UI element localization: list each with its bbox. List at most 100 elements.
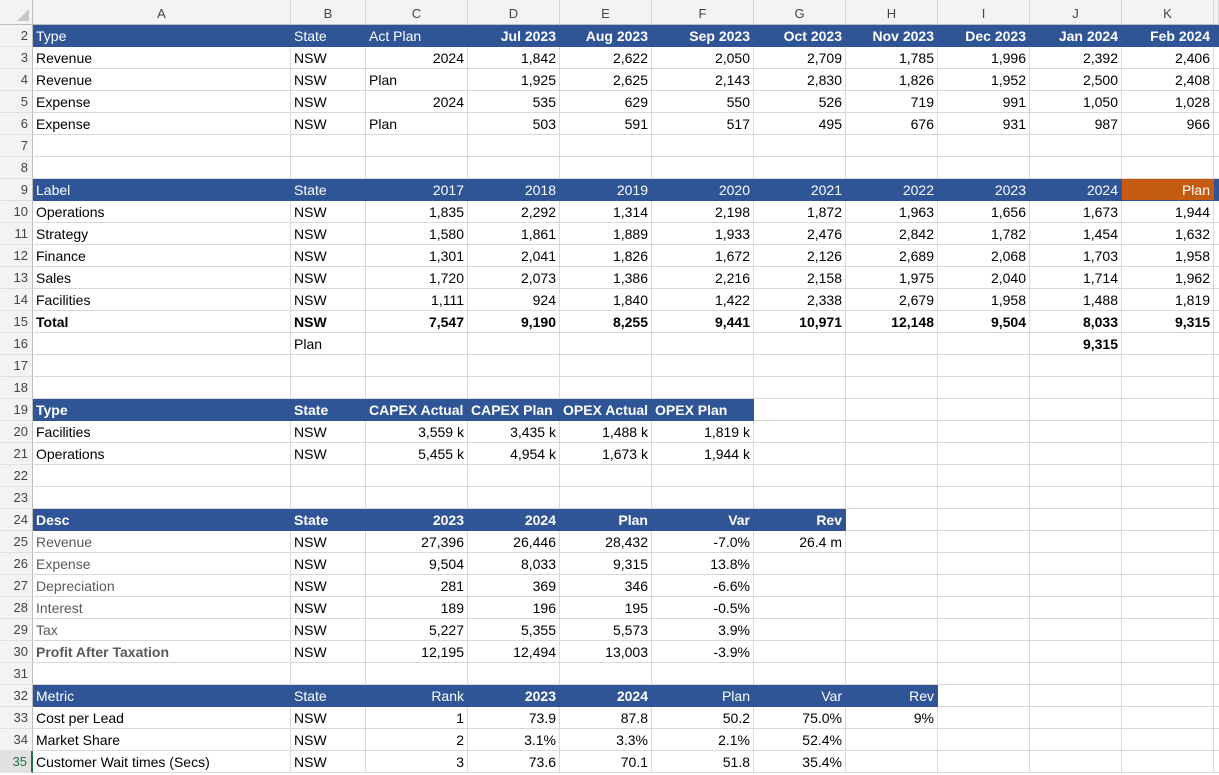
cell-l17[interactable] bbox=[1214, 355, 1219, 377]
cell-h14[interactable]: 2,679 bbox=[846, 289, 938, 311]
cell-e25[interactable]: 28,432 bbox=[560, 531, 652, 553]
cell-k26[interactable] bbox=[1122, 553, 1214, 575]
cell-b7[interactable] bbox=[291, 135, 366, 157]
cell-k11[interactable]: 1,632 bbox=[1122, 223, 1214, 245]
row-header-2[interactable]: 2 bbox=[0, 25, 33, 47]
cell-i20[interactable] bbox=[938, 421, 1030, 443]
cell-f25[interactable]: -7.0% bbox=[652, 531, 754, 553]
cell-g15[interactable]: 10,971 bbox=[754, 311, 846, 333]
cell-j19[interactable] bbox=[1030, 399, 1122, 421]
cell-h11[interactable]: 2,842 bbox=[846, 223, 938, 245]
cell-b6[interactable]: NSW bbox=[291, 113, 366, 135]
cell-e7[interactable] bbox=[560, 135, 652, 157]
row-header-30[interactable]: 30 bbox=[0, 641, 33, 663]
cell-h8[interactable] bbox=[846, 157, 938, 179]
cell-h4[interactable]: 1,826 bbox=[846, 69, 938, 91]
cell-j35[interactable] bbox=[1030, 751, 1122, 773]
cell-k15[interactable]: 9,315 bbox=[1122, 311, 1214, 333]
row-header-13[interactable]: 13 bbox=[0, 267, 33, 289]
header-cell-f2[interactable]: Sep 2023 bbox=[652, 25, 754, 47]
cell-j11[interactable]: 1,454 bbox=[1030, 223, 1122, 245]
header-cell-a24[interactable]: Desc bbox=[33, 509, 291, 531]
cell-h13[interactable]: 1,975 bbox=[846, 267, 938, 289]
cell-e26[interactable]: 9,315 bbox=[560, 553, 652, 575]
row-header-15[interactable]: 15 bbox=[0, 311, 33, 333]
cell-j4[interactable]: 2,500 bbox=[1030, 69, 1122, 91]
cell-h7[interactable] bbox=[846, 135, 938, 157]
cell-g4[interactable]: 2,830 bbox=[754, 69, 846, 91]
cell-f23[interactable] bbox=[652, 487, 754, 509]
cell-j25[interactable] bbox=[1030, 531, 1122, 553]
cell-k6[interactable]: 966 bbox=[1122, 113, 1214, 135]
cell-b23[interactable] bbox=[291, 487, 366, 509]
cell-a6[interactable]: Expense bbox=[33, 113, 291, 135]
cell-l25[interactable] bbox=[1214, 531, 1219, 553]
cell-f17[interactable] bbox=[652, 355, 754, 377]
cell-b29[interactable]: NSW bbox=[291, 619, 366, 641]
header-cell-b2[interactable]: State bbox=[291, 25, 366, 47]
cell-a29[interactable]: Tax bbox=[33, 619, 291, 641]
cell-f14[interactable]: 1,422 bbox=[652, 289, 754, 311]
cell-b21[interactable]: NSW bbox=[291, 443, 366, 465]
cell-b28[interactable]: NSW bbox=[291, 597, 366, 619]
cell-h24[interactable] bbox=[846, 509, 938, 531]
row-header-28[interactable]: 28 bbox=[0, 597, 33, 619]
cell-b22[interactable] bbox=[291, 465, 366, 487]
cell-h30[interactable] bbox=[846, 641, 938, 663]
cell-l11[interactable] bbox=[1214, 223, 1219, 245]
cell-j10[interactable]: 1,673 bbox=[1030, 201, 1122, 223]
cell-e27[interactable]: 346 bbox=[560, 575, 652, 597]
cell-f11[interactable]: 1,933 bbox=[652, 223, 754, 245]
cell-k33[interactable] bbox=[1122, 707, 1214, 729]
cell-e4[interactable]: 2,625 bbox=[560, 69, 652, 91]
cell-c29[interactable]: 5,227 bbox=[366, 619, 468, 641]
cell-j28[interactable] bbox=[1030, 597, 1122, 619]
header-cell-c19[interactable]: CAPEX Actual bbox=[366, 399, 468, 421]
cell-c4[interactable]: Plan bbox=[366, 69, 468, 91]
cell-f34[interactable]: 2.1% bbox=[652, 729, 754, 751]
cell-f4[interactable]: 2,143 bbox=[652, 69, 754, 91]
cell-i35[interactable] bbox=[938, 751, 1030, 773]
cell-b12[interactable]: NSW bbox=[291, 245, 366, 267]
cell-h33[interactable]: 9% bbox=[846, 707, 938, 729]
row-header-8[interactable]: 8 bbox=[0, 157, 33, 179]
cell-i14[interactable]: 1,958 bbox=[938, 289, 1030, 311]
cell-e15[interactable]: 8,255 bbox=[560, 311, 652, 333]
header-cell-g2[interactable]: Oct 2023 bbox=[754, 25, 846, 47]
row-header-11[interactable]: 11 bbox=[0, 223, 33, 245]
cell-g21[interactable] bbox=[754, 443, 846, 465]
cell-d23[interactable] bbox=[468, 487, 560, 509]
cell-a3[interactable]: Revenue bbox=[33, 47, 291, 69]
cell-k34[interactable] bbox=[1122, 729, 1214, 751]
header-cell-d24[interactable]: 2024 bbox=[468, 509, 560, 531]
cell-j5[interactable]: 1,050 bbox=[1030, 91, 1122, 113]
cell-c16[interactable] bbox=[366, 333, 468, 355]
cell-l23[interactable] bbox=[1214, 487, 1219, 509]
cell-e5[interactable]: 629 bbox=[560, 91, 652, 113]
cell-l27[interactable] bbox=[1214, 575, 1219, 597]
cell-j15[interactable]: 8,033 bbox=[1030, 311, 1122, 333]
cell-j7[interactable] bbox=[1030, 135, 1122, 157]
header-cell-h9[interactable]: 2022 bbox=[846, 179, 938, 201]
cell-l18[interactable] bbox=[1214, 377, 1219, 399]
row-header-7[interactable]: 7 bbox=[0, 135, 33, 157]
cell-d29[interactable]: 5,355 bbox=[468, 619, 560, 641]
cell-k14[interactable]: 1,819 bbox=[1122, 289, 1214, 311]
row-header-31[interactable]: 31 bbox=[0, 663, 33, 685]
header-cell-e2[interactable]: Aug 2023 bbox=[560, 25, 652, 47]
cell-b3[interactable]: NSW bbox=[291, 47, 366, 69]
cell-c31[interactable] bbox=[366, 663, 468, 685]
cell-g18[interactable] bbox=[754, 377, 846, 399]
header-cell-h2[interactable]: Nov 2023 bbox=[846, 25, 938, 47]
cell-i29[interactable] bbox=[938, 619, 1030, 641]
cell-a21[interactable]: Operations bbox=[33, 443, 291, 465]
cell-f12[interactable]: 1,672 bbox=[652, 245, 754, 267]
cell-l3[interactable] bbox=[1214, 47, 1219, 69]
column-header-l[interactable] bbox=[1214, 0, 1219, 25]
cell-l31[interactable] bbox=[1214, 663, 1219, 685]
cell-j16[interactable]: 9,315 bbox=[1030, 333, 1122, 355]
cell-b34[interactable]: NSW bbox=[291, 729, 366, 751]
header-cell-b19[interactable]: State bbox=[291, 399, 366, 421]
cell-k13[interactable]: 1,962 bbox=[1122, 267, 1214, 289]
cell-l13[interactable] bbox=[1214, 267, 1219, 289]
